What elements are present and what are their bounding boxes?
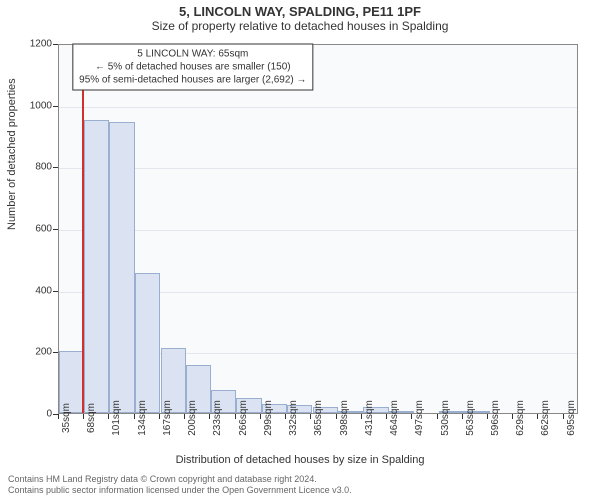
attribution: Contains HM Land Registry data © Crown c… bbox=[8, 474, 352, 497]
plot-area: 5 LINCOLN WAY: 65sqm← 5% of detached hou… bbox=[58, 44, 578, 414]
x-tick-mark bbox=[437, 414, 438, 419]
x-tick-label: 497sqm bbox=[414, 400, 425, 436]
x-tick-label: 101sqm bbox=[111, 400, 122, 436]
x-tick-label: 134sqm bbox=[137, 400, 148, 436]
y-tick-label: 1000 bbox=[12, 100, 52, 111]
marker-line bbox=[82, 45, 84, 413]
x-tick-label: 266sqm bbox=[238, 400, 249, 436]
annotation-box: 5 LINCOLN WAY: 65sqm← 5% of detached hou… bbox=[72, 43, 313, 90]
bar bbox=[84, 120, 109, 413]
y-tick-mark bbox=[53, 44, 58, 45]
x-tick-mark bbox=[386, 414, 387, 419]
bar bbox=[135, 273, 160, 413]
y-tick-label: 400 bbox=[12, 285, 52, 296]
x-tick-label: 233sqm bbox=[212, 400, 223, 436]
chart-container: 5, LINCOLN WAY, SPALDING, PE11 1PF Size … bbox=[0, 0, 600, 500]
x-tick-label: 332sqm bbox=[288, 400, 299, 436]
x-tick-label: 695sqm bbox=[566, 400, 577, 436]
annotation-line1: 5 LINCOLN WAY: 65sqm bbox=[79, 47, 306, 60]
y-tick-label: 1200 bbox=[12, 39, 52, 50]
x-tick-label: 563sqm bbox=[465, 400, 476, 436]
x-tick-mark bbox=[563, 414, 564, 419]
y-tick-mark bbox=[53, 352, 58, 353]
gridline bbox=[59, 107, 577, 108]
x-tick-label: 35sqm bbox=[61, 403, 72, 433]
x-axis-label: Distribution of detached houses by size … bbox=[0, 454, 600, 466]
x-tick-mark bbox=[361, 414, 362, 419]
chart-subtitle: Size of property relative to detached ho… bbox=[0, 19, 600, 37]
x-tick-label: 530sqm bbox=[440, 400, 451, 436]
x-tick-mark bbox=[462, 414, 463, 419]
attribution-line2: Contains public sector information licen… bbox=[8, 485, 352, 496]
x-tick-mark bbox=[336, 414, 337, 419]
x-tick-label: 200sqm bbox=[187, 400, 198, 436]
annotation-line3: 95% of semi-detached houses are larger (… bbox=[79, 73, 306, 86]
y-tick-label: 0 bbox=[12, 409, 52, 420]
x-tick-label: 365sqm bbox=[313, 400, 324, 436]
x-tick-mark bbox=[134, 414, 135, 419]
annotation-line2: ← 5% of detached houses are smaller (150… bbox=[79, 60, 306, 73]
chart-title: 5, LINCOLN WAY, SPALDING, PE11 1PF bbox=[0, 0, 600, 19]
y-tick-label: 800 bbox=[12, 162, 52, 173]
x-tick-mark bbox=[108, 414, 109, 419]
x-tick-mark bbox=[159, 414, 160, 419]
x-tick-mark bbox=[58, 414, 59, 419]
y-tick-mark bbox=[53, 106, 58, 107]
plot-wrap: 5 LINCOLN WAY: 65sqm← 5% of detached hou… bbox=[58, 44, 578, 414]
gridline bbox=[59, 168, 577, 169]
x-tick-label: 596sqm bbox=[490, 400, 501, 436]
y-tick-mark bbox=[53, 167, 58, 168]
x-tick-mark bbox=[411, 414, 412, 419]
x-tick-mark bbox=[487, 414, 488, 419]
bar bbox=[109, 122, 134, 413]
x-tick-mark bbox=[310, 414, 311, 419]
x-tick-label: 662sqm bbox=[540, 400, 551, 436]
x-tick-mark bbox=[83, 414, 84, 419]
x-tick-label: 629sqm bbox=[515, 400, 526, 436]
x-tick-label: 167sqm bbox=[162, 400, 173, 436]
x-tick-mark bbox=[537, 414, 538, 419]
x-tick-label: 464sqm bbox=[389, 400, 400, 436]
x-tick-mark bbox=[184, 414, 185, 419]
x-tick-mark bbox=[285, 414, 286, 419]
x-tick-mark bbox=[209, 414, 210, 419]
y-tick-mark bbox=[53, 229, 58, 230]
y-tick-label: 200 bbox=[12, 347, 52, 358]
x-tick-mark bbox=[512, 414, 513, 419]
x-tick-label: 398sqm bbox=[339, 400, 350, 436]
x-tick-label: 431sqm bbox=[364, 400, 375, 436]
gridline bbox=[59, 230, 577, 231]
attribution-line1: Contains HM Land Registry data © Crown c… bbox=[8, 474, 352, 485]
x-tick-mark bbox=[235, 414, 236, 419]
y-tick-mark bbox=[53, 291, 58, 292]
x-tick-label: 299sqm bbox=[263, 400, 274, 436]
x-tick-label: 68sqm bbox=[86, 403, 97, 433]
x-tick-mark bbox=[260, 414, 261, 419]
y-tick-label: 600 bbox=[12, 224, 52, 235]
